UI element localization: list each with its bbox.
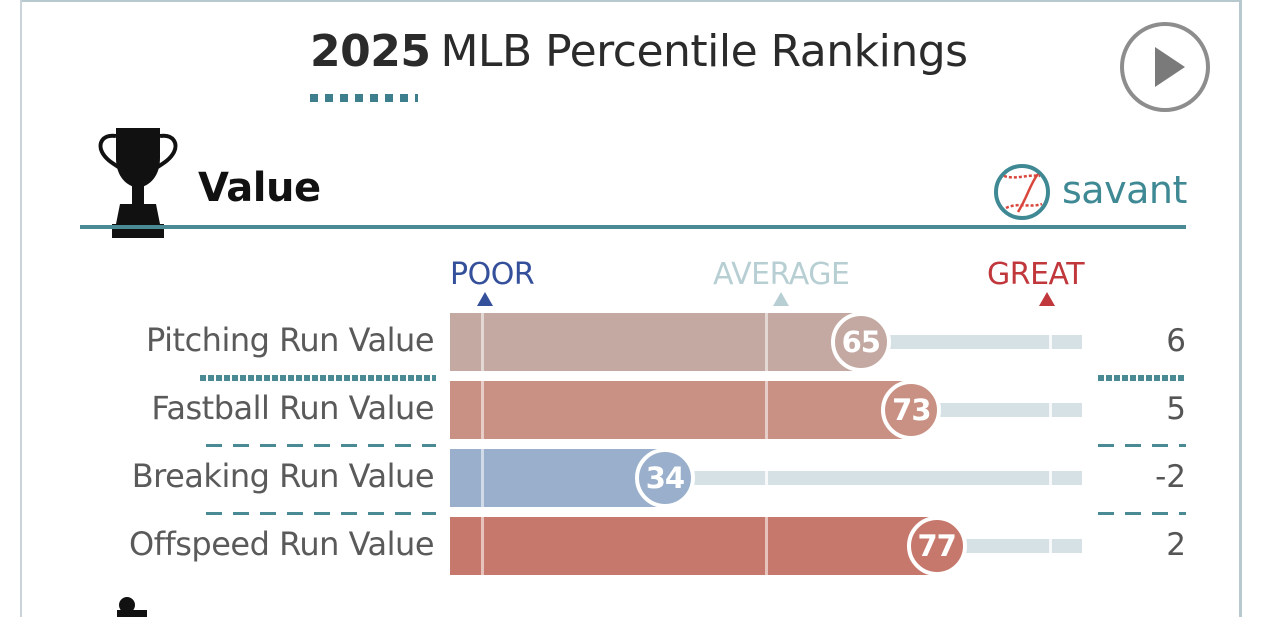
percentile-bubble[interactable]: 73 — [881, 380, 942, 440]
average-arrow-icon — [773, 292, 789, 306]
frame-right-border — [1239, 0, 1242, 617]
play-icon — [1155, 47, 1185, 87]
percentile-bubble[interactable]: 77 — [906, 516, 967, 576]
metric-label: Pitching Run Value — [146, 321, 434, 359]
scale-label-great: GREAT — [987, 257, 1085, 292]
title-text: MLB Percentile Rankings — [440, 26, 968, 77]
bar-reference-line — [765, 381, 768, 439]
percentile-bubble[interactable]: 34 — [634, 448, 695, 508]
row-separator — [1098, 444, 1186, 447]
play-button[interactable] — [1120, 22, 1210, 112]
poor-arrow-icon — [477, 292, 493, 306]
bar-reference-line — [480, 449, 484, 507]
title-underline — [310, 94, 418, 102]
metric-value: -2 — [1155, 459, 1186, 495]
metric-label: Breaking Run Value — [131, 457, 435, 495]
percentile-bar — [450, 517, 937, 575]
great-arrow-icon — [1039, 292, 1055, 306]
frame-top-border — [20, 0, 1242, 2]
percentile-bar — [450, 381, 912, 439]
title-year: 2025 — [310, 26, 431, 77]
percentile-track — [911, 403, 1082, 417]
scale-label-average: AVERAGE — [713, 257, 850, 292]
row-separator — [1098, 512, 1186, 515]
metric-label: Offspeed Run Value — [129, 525, 434, 563]
track-reference-tick — [1049, 335, 1053, 349]
row-separator — [206, 444, 436, 447]
percentile-track — [664, 471, 1082, 485]
baseball-icon — [994, 164, 1050, 220]
bar-reference-line — [480, 517, 484, 575]
metric-label: Fastball Run Value — [151, 389, 434, 427]
scale-label-poor: POOR — [450, 257, 535, 292]
metric-value: 2 — [1166, 527, 1186, 563]
row-separator — [200, 375, 436, 381]
frame-left-border — [20, 0, 22, 617]
metric-value: 5 — [1166, 391, 1186, 427]
bar-reference-line — [765, 517, 768, 575]
track-reference-tick — [1049, 403, 1053, 417]
row-separator — [206, 512, 436, 515]
track-reference-tick — [765, 471, 768, 485]
bar-reference-line — [480, 313, 484, 371]
batter-icon — [117, 597, 147, 617]
percentile-bar — [450, 313, 861, 371]
row-separator — [1098, 375, 1186, 381]
percentile-track — [860, 335, 1082, 349]
metric-value: 6 — [1166, 323, 1186, 359]
bar-reference-line — [765, 313, 768, 371]
page-title: 2025 MLB Percentile Rankings — [310, 26, 968, 77]
track-reference-tick — [1049, 539, 1053, 553]
track-reference-tick — [1049, 471, 1053, 485]
percentile-bar — [450, 449, 665, 507]
savant-brand[interactable]: savant — [1062, 168, 1187, 212]
section-divider — [80, 225, 1186, 229]
percentile-bubble[interactable]: 65 — [830, 312, 891, 372]
section-title: Value — [198, 165, 321, 211]
bar-reference-line — [480, 381, 484, 439]
percentile-track — [936, 539, 1082, 553]
trophy-icon — [98, 128, 178, 238]
